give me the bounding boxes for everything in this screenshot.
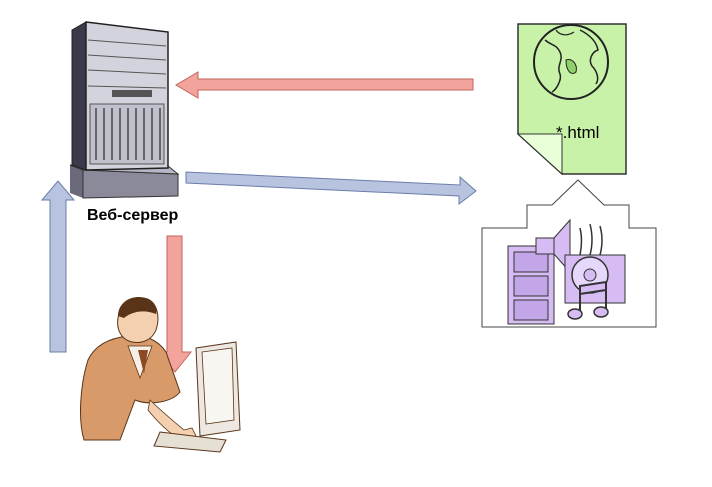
html-file-label: *.html [556,123,600,142]
server-icon [69,21,180,199]
html-document-icon [516,23,627,176]
user-at-computer-icon [80,296,241,453]
document-to-server-arrow [175,71,474,99]
music-note-icon [567,280,609,320]
server-to-content-arrow [185,171,477,206]
disc-icon [564,223,626,304]
server-label: Веб-сервер [87,207,179,224]
film-strip-icon [507,245,555,325]
globe-icon [533,24,609,100]
multimedia-content-box [481,179,657,328]
user-to-server-arrow [40,180,76,353]
